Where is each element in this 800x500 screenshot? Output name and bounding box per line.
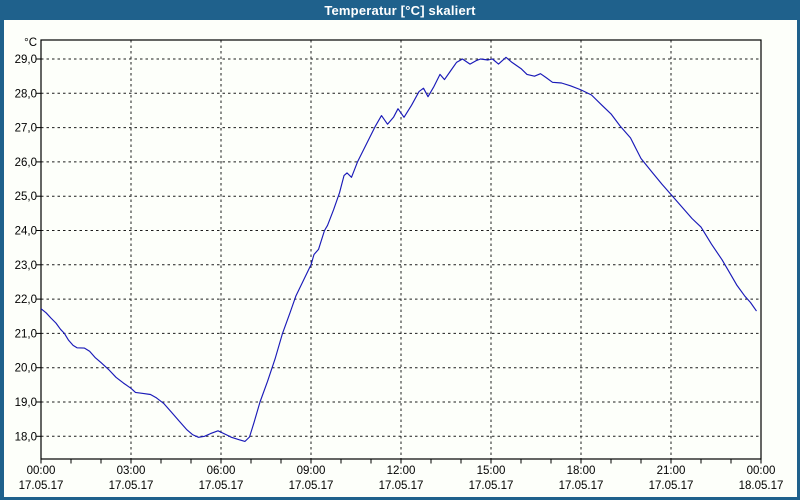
window-titlebar[interactable]: Temperatur [°C] skaliert [0, 0, 800, 20]
x-tick-date-label: 17.05.17 [199, 480, 244, 492]
y-tick-label: 18,0 [15, 431, 37, 443]
y-tick-label: 29,0 [15, 54, 37, 66]
y-tick-label: 21,0 [15, 328, 37, 340]
x-tick-time-label: 12:00 [387, 465, 416, 477]
y-tick-label: 23,0 [15, 260, 37, 272]
y-tick-label: 19,0 [15, 397, 37, 409]
x-tick-date-label: 17.05.17 [19, 480, 64, 492]
temperature-curve [40, 56, 757, 442]
window-title: Temperatur [°C] skaliert [324, 2, 476, 18]
x-tick-time-label: 09:00 [297, 465, 326, 477]
x-tick-time-label: 03:00 [117, 465, 146, 477]
y-tick-label: 22,0 [15, 294, 37, 306]
x-tick-time-label: 18:00 [567, 465, 596, 477]
x-tick-date-label: 17.05.17 [379, 480, 424, 492]
y-tick-label: 28,0 [15, 88, 37, 100]
x-tick-date-label: 18.05.17 [739, 480, 784, 492]
y-tick-label: 27,0 [15, 123, 37, 135]
plot-frame [40, 39, 762, 460]
x-tick-time-label: 06:00 [207, 465, 236, 477]
x-tick-time-label: 21:00 [657, 465, 686, 477]
chart-panel [4, 20, 797, 497]
x-tick-date-label: 17.05.17 [649, 480, 694, 492]
y-tick-label: 20,0 [15, 363, 37, 375]
y-tick-label: 24,0 [15, 226, 37, 238]
y-tick-label: 25,0 [15, 191, 37, 203]
y-axis-unit-label: °C [24, 37, 37, 49]
x-tick-date-label: 17.05.17 [289, 480, 334, 492]
x-tick-time-label: 00:00 [747, 465, 776, 477]
x-tick-date-label: 17.05.17 [109, 480, 154, 492]
y-tick-label: 26,0 [15, 157, 37, 169]
x-tick-time-label: 15:00 [477, 465, 506, 477]
x-tick-time-label: 00:00 [27, 465, 56, 477]
x-tick-date-label: 17.05.17 [469, 480, 514, 492]
x-tick-date-label: 17.05.17 [559, 480, 604, 492]
